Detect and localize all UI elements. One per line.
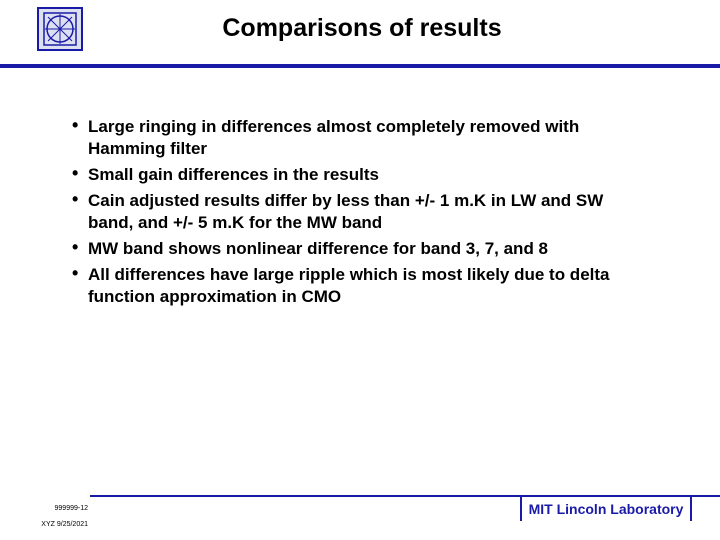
slide-stamp: XYZ 9/25/2021 bbox=[41, 521, 88, 528]
bullet-list: Large ringing in differences almost comp… bbox=[72, 114, 652, 312]
organization: MIT Lincoln Laboratory bbox=[520, 497, 692, 521]
slide-title: Comparisons of results bbox=[222, 14, 502, 42]
bullet: Small gain differences in the results bbox=[72, 162, 652, 186]
slide-code: 999999-12 bbox=[54, 505, 88, 512]
divider bbox=[0, 64, 720, 68]
bullet: MW band shows nonlinear difference for b… bbox=[72, 236, 652, 260]
bullet: Cain adjusted results differ by less tha… bbox=[72, 188, 652, 234]
divider bbox=[90, 495, 720, 497]
logo bbox=[37, 7, 83, 51]
bullet: Large ringing in differences almost comp… bbox=[72, 114, 652, 160]
bullet: All differences have large ripple which … bbox=[72, 262, 652, 308]
